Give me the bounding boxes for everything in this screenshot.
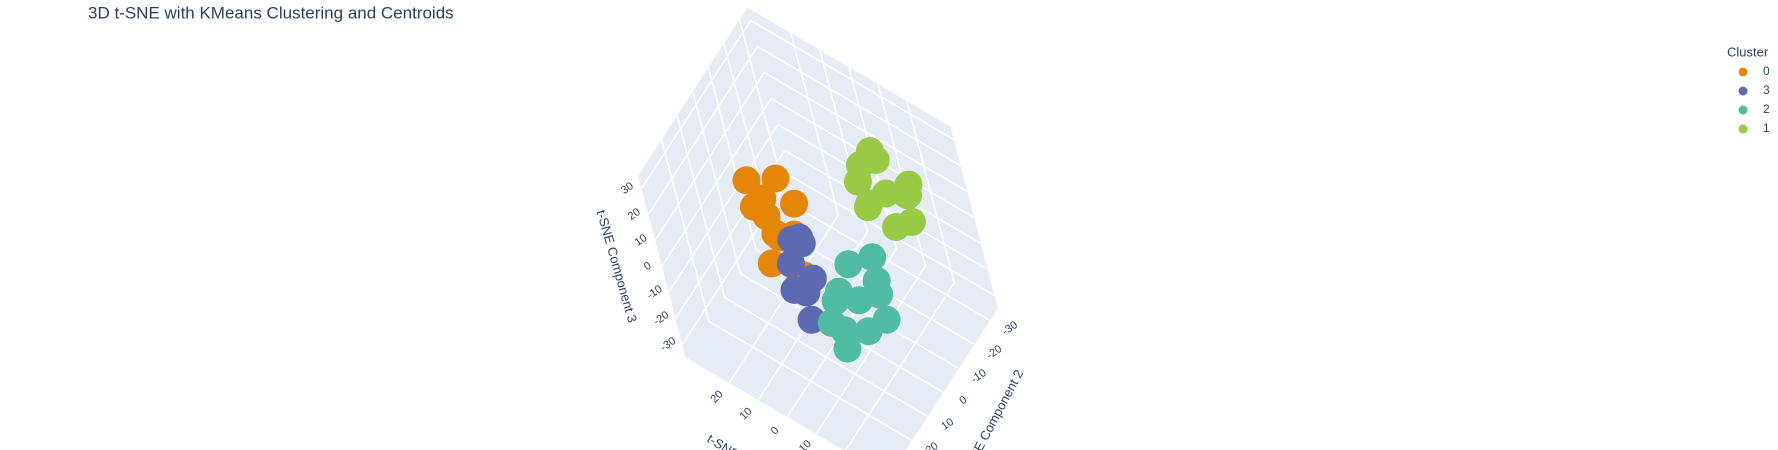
grid-line <box>647 46 759 215</box>
legend-label: 1 <box>1763 121 1770 135</box>
z-tick-label: 0 <box>642 260 654 273</box>
legend-label: 0 <box>1763 64 1770 78</box>
point <box>817 308 846 337</box>
grid-line <box>708 320 913 442</box>
point <box>855 137 884 166</box>
grid-line <box>763 71 968 193</box>
legend-marker <box>1738 124 1748 134</box>
grid-line <box>784 149 989 271</box>
z-tick-label: 30 <box>619 180 636 197</box>
y-tick-label: 20 <box>924 440 941 450</box>
grid-line <box>661 98 772 267</box>
grid-line <box>786 200 991 322</box>
grid-line <box>668 124 779 293</box>
point <box>739 192 768 221</box>
point <box>833 334 862 363</box>
point <box>824 277 853 306</box>
x-tick-label: 10 <box>738 405 755 422</box>
axis-title: t-SNE Component 2 <box>958 367 1026 450</box>
point <box>872 305 901 334</box>
axis-title: t-SNE Component 3 <box>594 208 640 324</box>
z-tick-label: 20 <box>626 206 643 223</box>
point <box>865 280 894 309</box>
z-tick-label: 10 <box>633 232 650 249</box>
chart-title: 3D t-SNE with KMeans Clustering and Cent… <box>88 3 454 22</box>
legend-title: Cluster <box>1727 44 1769 59</box>
grid-line <box>724 296 929 418</box>
point <box>780 189 809 218</box>
point <box>785 223 814 252</box>
point <box>897 207 926 236</box>
point <box>761 164 790 193</box>
point <box>732 166 761 195</box>
z-tick-label: -10 <box>645 283 665 302</box>
x-tick-label: 0 <box>769 425 782 438</box>
legend-marker <box>1738 105 1748 115</box>
scene: -20-1001020-30-20-1001020-30-20-10010203… <box>594 7 1026 450</box>
legend-label: 3 <box>1763 83 1770 97</box>
point <box>858 243 887 272</box>
y-tick-label: -10 <box>969 367 989 386</box>
y-tick-label: -30 <box>1000 319 1020 338</box>
legend-label: 2 <box>1763 102 1770 116</box>
x-tick-label: -10 <box>794 438 814 450</box>
grid-line <box>654 72 765 241</box>
point <box>776 249 805 278</box>
x-tick-label: 20 <box>709 388 726 405</box>
z-tick-label: -30 <box>658 335 678 354</box>
z-tick-label: -20 <box>651 309 671 328</box>
point <box>855 189 884 218</box>
legend: Cluster 0 3 2 1 <box>1727 44 1770 135</box>
point <box>891 179 920 208</box>
point <box>780 276 809 304</box>
y-tick-label: 0 <box>957 394 969 407</box>
point <box>834 250 863 279</box>
legend-marker <box>1738 86 1748 96</box>
y-tick-label: -20 <box>984 343 1004 362</box>
legend-marker <box>1738 67 1748 77</box>
grid-line <box>640 20 752 189</box>
y-tick-label: 10 <box>939 416 956 433</box>
grid-line <box>750 19 955 141</box>
grid-line <box>757 45 961 167</box>
